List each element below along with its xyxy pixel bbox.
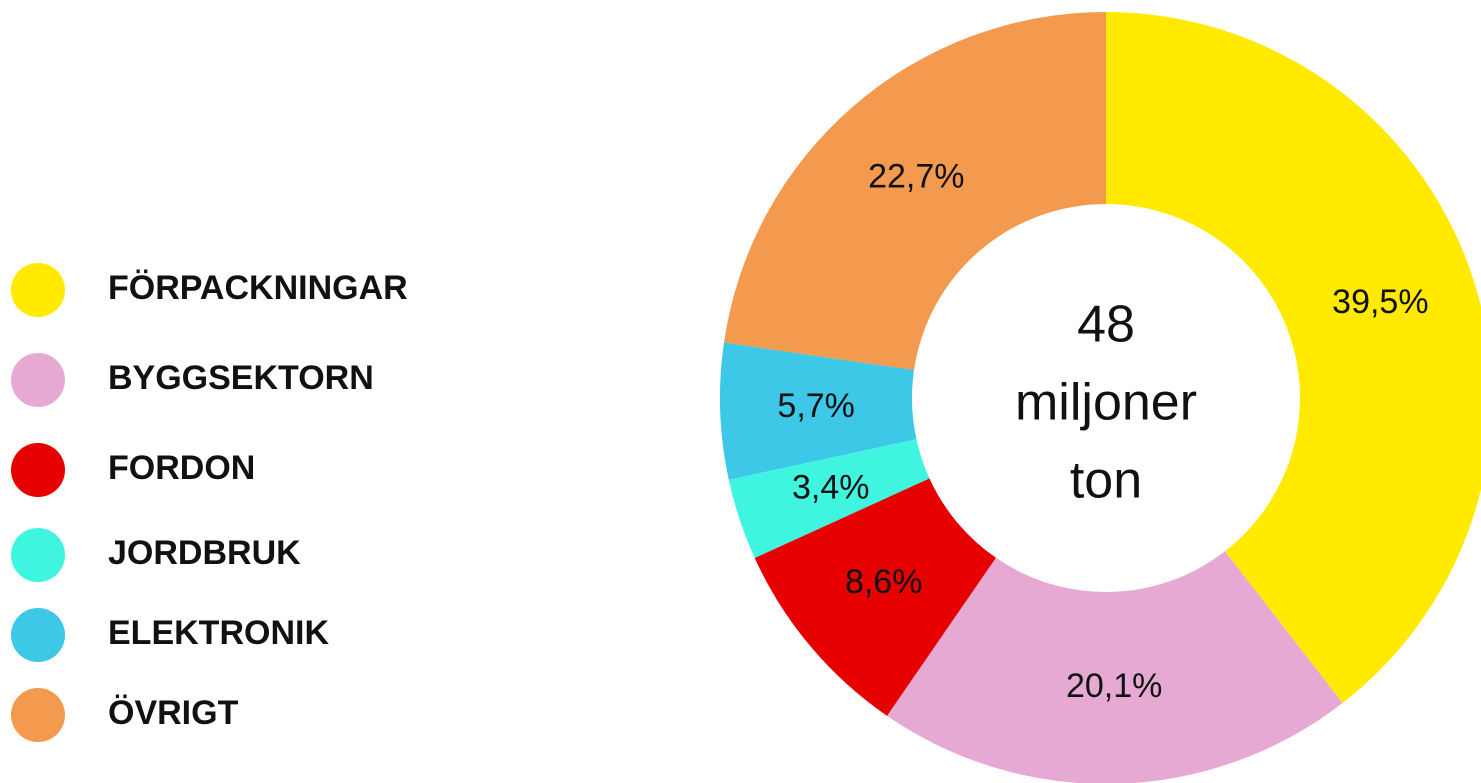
legend-label: BYGGSEKTORN [108, 359, 374, 397]
donut-segment [887, 551, 1343, 783]
donut-segment [720, 342, 917, 480]
data-label: 5,7% [777, 387, 855, 425]
legend-label: ELEKTRONIK [108, 614, 329, 652]
legend-label: ÖVRIGT [108, 694, 239, 732]
legend-label: FÖRPACKNINGAR [108, 269, 408, 307]
center-text: miljoner [1015, 374, 1197, 432]
center-text: ton [1070, 452, 1142, 510]
donut-segment [724, 12, 1106, 371]
legend-swatch [11, 688, 65, 742]
data-label: 20,1% [1066, 667, 1162, 705]
donut-segment [1106, 12, 1481, 703]
donut-segment [728, 439, 930, 558]
legend-swatch [11, 263, 65, 317]
data-label: 22,7% [868, 158, 964, 196]
data-label: 8,6% [845, 563, 923, 601]
legend-swatch [11, 353, 65, 407]
legend-label: FORDON [108, 449, 255, 487]
legend-swatch [11, 443, 65, 497]
data-label: 39,5% [1332, 283, 1428, 321]
legend-label: JORDBRUK [108, 534, 301, 572]
center-text: 48 [1077, 296, 1135, 354]
legend-swatch [11, 528, 65, 582]
data-label: 3,4% [792, 468, 870, 506]
donut-segment [754, 478, 996, 716]
legend-swatch [11, 608, 65, 662]
